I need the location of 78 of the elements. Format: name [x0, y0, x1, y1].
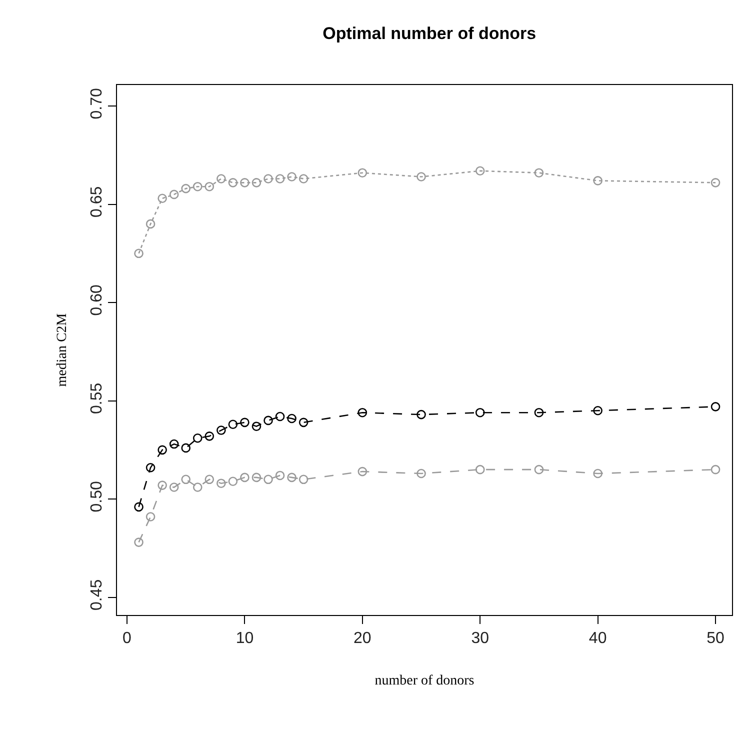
point [534, 464, 544, 474]
point [169, 439, 179, 449]
point [710, 464, 720, 474]
point [416, 468, 426, 478]
point [358, 466, 368, 476]
point [181, 474, 191, 484]
point [358, 168, 368, 178]
y-tick-label: 0.65 [88, 186, 106, 218]
x-tick-label: 20 [354, 630, 372, 648]
point [169, 482, 179, 492]
point [204, 432, 214, 441]
y-tick-label: 0.60 [88, 284, 106, 316]
point [240, 418, 250, 428]
point [240, 472, 250, 482]
point [593, 176, 602, 186]
point [475, 166, 485, 176]
point [158, 480, 167, 490]
point [593, 406, 602, 416]
x-axis-title: number of donors [374, 674, 474, 688]
point [216, 426, 226, 435]
x-tick-label: 40 [588, 630, 607, 648]
point [710, 402, 720, 412]
x-tick-label: 50 [706, 630, 725, 648]
point [298, 418, 308, 428]
point [216, 478, 226, 488]
point [264, 174, 273, 184]
point [134, 502, 144, 512]
point [134, 248, 144, 258]
point [416, 172, 426, 182]
point [593, 468, 602, 478]
point [275, 174, 285, 184]
y-axis-title: median C2M [55, 312, 70, 387]
point [240, 178, 250, 188]
point [264, 416, 273, 426]
point [204, 182, 214, 192]
x-tick-label: 0 [122, 630, 132, 648]
point [275, 412, 285, 422]
point [146, 512, 156, 522]
point [192, 482, 202, 492]
chart-title: Optimal number of donors [322, 24, 536, 43]
point [358, 408, 368, 418]
point [416, 410, 426, 420]
point [146, 462, 156, 472]
point [169, 190, 179, 200]
point [287, 172, 296, 182]
y-tick-label: 0.45 [88, 579, 106, 610]
y-tick-label: 0.55 [88, 382, 106, 414]
y-tick-label: 0.50 [88, 480, 106, 512]
point [192, 182, 202, 192]
point [134, 538, 144, 547]
point [252, 472, 262, 482]
point [287, 472, 296, 482]
y-tick-label: 0.70 [88, 88, 106, 120]
point [275, 470, 285, 480]
point [298, 474, 308, 484]
point [475, 408, 485, 418]
point [534, 168, 544, 178]
point [475, 464, 485, 474]
point [287, 414, 296, 424]
point [252, 178, 262, 188]
x-tick-label: 30 [471, 630, 490, 648]
point [252, 422, 262, 431]
x-tick-label: 10 [236, 630, 254, 648]
point [264, 474, 273, 484]
point [228, 420, 238, 430]
point [146, 219, 156, 229]
point [534, 408, 544, 418]
point [298, 174, 308, 184]
point [181, 443, 191, 453]
point [204, 474, 214, 484]
point [192, 433, 202, 443]
point [216, 174, 226, 184]
point [181, 184, 191, 194]
point [710, 178, 720, 188]
point [228, 178, 238, 188]
point [228, 476, 238, 486]
point [158, 445, 167, 455]
point [158, 194, 167, 204]
